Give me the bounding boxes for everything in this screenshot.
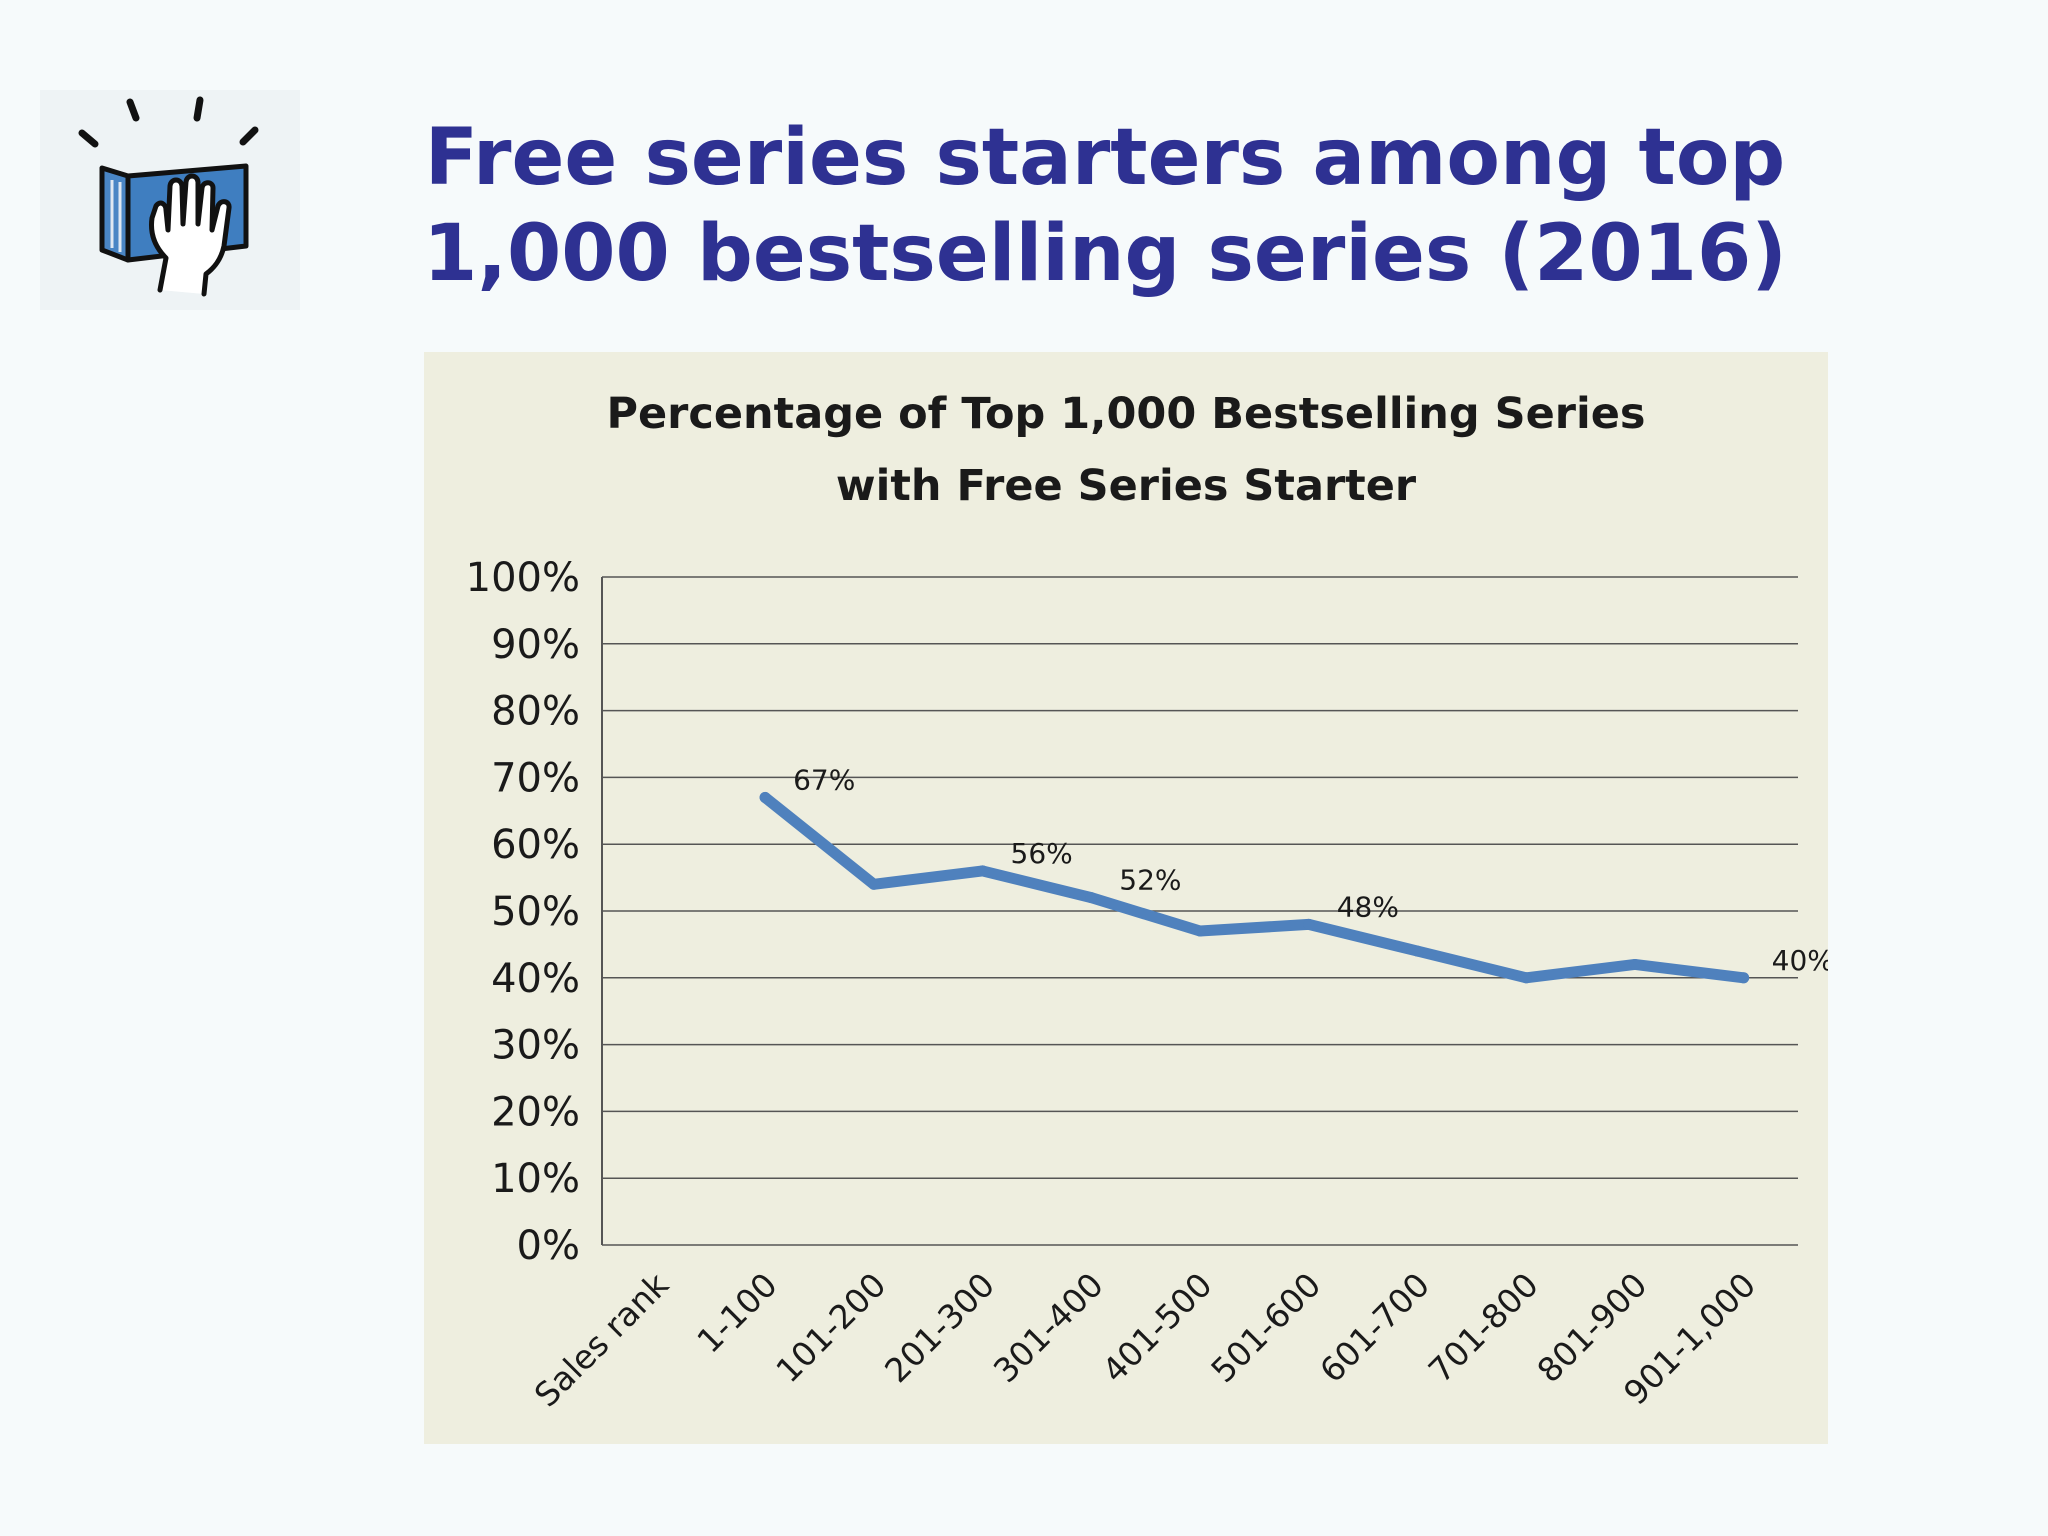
y-tick-label: 0% (517, 1223, 580, 1269)
data-label: 67% (793, 763, 855, 796)
series-line (759, 791, 1750, 984)
book-hand-icon (40, 90, 300, 310)
y-tick-label: 100% (466, 555, 580, 601)
y-tick-label: 60% (491, 822, 580, 868)
data-point (1520, 972, 1532, 984)
data-label: 56% (1011, 837, 1073, 870)
x-tick-label: 301-400 (986, 1265, 1111, 1390)
x-tick-label: Sales rank (527, 1264, 677, 1414)
y-tick-label: 50% (491, 889, 580, 935)
book-hand-logo (40, 90, 300, 310)
chart-title-line-2: with Free Series Starter (835, 461, 1417, 511)
slide-title-line-1: Free series starters among top (424, 113, 1786, 203)
slide-title: Free series starters among top 1,000 bes… (340, 110, 1870, 302)
x-tick-label: 101-200 (768, 1265, 893, 1390)
data-label: 48% (1337, 890, 1399, 923)
x-tick-label: 201-300 (877, 1265, 1002, 1390)
data-label: 40% (1772, 944, 1828, 977)
slide-title-line-2: 1,000 bestselling series (2016) (423, 209, 1787, 299)
y-tick-label: 40% (491, 956, 580, 1002)
y-tick-label: 20% (491, 1089, 580, 1135)
chart-panel: Percentage of Top 1,000 Bestselling Seri… (424, 352, 1828, 1444)
y-tick-label: 10% (491, 1156, 580, 1202)
y-tick-label: 80% (491, 689, 580, 735)
data-point (759, 791, 771, 803)
chart-title: Percentage of Top 1,000 Bestselling Seri… (424, 378, 1828, 522)
data-point (1629, 958, 1641, 970)
x-tick-label: 601-700 (1312, 1265, 1437, 1390)
x-tick-label: 701-800 (1421, 1265, 1546, 1390)
data-point (868, 878, 880, 890)
y-tick-label: 70% (491, 755, 580, 801)
data-point (1738, 972, 1750, 984)
chart-title-line-1: Percentage of Top 1,000 Bestselling Seri… (606, 389, 1646, 439)
data-label: 52% (1119, 864, 1181, 897)
x-tick-label: 501-600 (1203, 1265, 1328, 1390)
x-tick-label: 401-500 (1095, 1265, 1220, 1390)
y-tick-label: 90% (491, 622, 580, 668)
y-tick-label: 30% (491, 1023, 580, 1069)
line-chart: 0% 10% 20% 30% 40% 50% 60% 70% 80% 90% 100% Sales r… (466, 555, 1828, 1414)
x-tick-label: 1-100 (689, 1265, 784, 1360)
data-point (977, 865, 989, 877)
data-point (1411, 945, 1423, 957)
data-point (1303, 918, 1315, 930)
data-point (1085, 892, 1097, 904)
data-point (1194, 925, 1206, 937)
